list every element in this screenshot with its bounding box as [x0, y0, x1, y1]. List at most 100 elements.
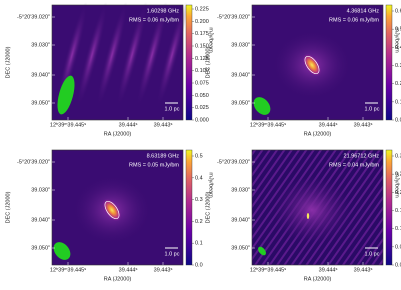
y-axis-label: DEC (J2000)	[5, 46, 11, 78]
x-tick-label: 39.443ˢ	[354, 122, 373, 128]
y-tick-label: 39.050″	[31, 100, 50, 106]
colorbar-tick-label: 0.3	[395, 63, 401, 69]
source	[102, 198, 122, 222]
colorbar-tick-label: 0.00	[395, 262, 401, 268]
beam	[53, 242, 71, 260]
contour	[104, 200, 120, 220]
panel: 1.60298 GHz RMS = 0.06 mJy/bm 1.0 pc -5°20′…	[5, 1, 214, 137]
scalebar-label: 1.0 pc	[165, 251, 180, 257]
colorbar-tick-label: 0.0	[395, 117, 401, 123]
colorbar-tick-label: 0.200	[195, 19, 209, 25]
x-axis-label: RA (J2000)	[104, 276, 132, 282]
image-frame	[251, 149, 384, 266]
colorbar-tick-label: 0.5	[395, 27, 401, 33]
panel: 8.63189 GHz RMS = 0.05 mJy/bm 1.0 pc -5°20′…	[5, 149, 214, 282]
y-axis-label: DEC (J2000)	[205, 46, 211, 78]
colorbar-tick-label: 0.25	[395, 172, 401, 178]
colorbar-tick-label: 0.125	[195, 56, 209, 62]
emission-streak	[76, 1, 108, 109]
colorbar	[385, 4, 393, 121]
y-tick-label: -5°20′39.020″	[217, 14, 250, 20]
frequency: 21.96712 GHz	[344, 153, 380, 159]
frequency: 4.36814 GHz	[347, 8, 380, 14]
colorbar-label: mJy/beam	[208, 27, 214, 53]
y-tick-label: -5°20′39.020″	[217, 159, 250, 165]
x-tick-label: 39.443ˢ	[354, 267, 373, 273]
y-tick-label: 39.050″	[31, 245, 50, 251]
colorbar-tick-label: 0.30	[395, 153, 401, 159]
scalebar-label: 1.0 pc	[165, 106, 180, 112]
y-tick-label: 39.030″	[31, 187, 50, 193]
rms: RMS = 0.06 mJy/bm	[129, 17, 179, 23]
colorbar-label: mJy/beam	[208, 172, 214, 198]
contour	[304, 55, 320, 75]
image-frame	[51, 149, 184, 266]
rms: RMS = 0.06 mJy/bm	[329, 17, 379, 23]
colorbar-tick-label: 0.1	[195, 241, 203, 247]
colorbar-label: mJy/beam	[394, 172, 400, 198]
rms: RMS = 0.04 mJy/bm	[329, 162, 379, 168]
y-tick-label: 39.030″	[31, 42, 50, 48]
x-tick-label: 39.444ˢ	[119, 267, 138, 273]
source	[306, 213, 310, 219]
colorbar	[385, 149, 393, 266]
colorbar-tick-label: 0.05	[395, 244, 401, 250]
image-frame	[251, 4, 384, 121]
scalebar-label: 1.0 pc	[365, 251, 380, 257]
y-tick-label: 39.050″	[231, 245, 250, 251]
frequency: 8.63189 GHz	[147, 153, 180, 159]
colorbar-tick-label: 0.5	[195, 153, 203, 159]
emission-haze	[272, 175, 352, 245]
y-tick-label: 39.030″	[231, 187, 250, 193]
colorbar	[185, 149, 193, 266]
emission-streak	[116, 1, 148, 109]
colorbar	[185, 4, 193, 121]
colorbar-tick-label: 0.15	[395, 208, 401, 214]
rms: RMS = 0.05 mJy/bm	[129, 162, 179, 168]
colorbar-tick-label: 0.175	[195, 31, 209, 37]
x-tick-label: 39.443ˢ	[154, 267, 173, 273]
x-tick-label: 12ʰ39ᵐ39.445ˢ	[250, 121, 286, 128]
x-tick-label: 12ʰ39ᵐ39.445ˢ	[50, 121, 86, 128]
beam	[57, 75, 75, 115]
colorbar-tick-label: 0.20	[395, 190, 401, 196]
image-frame	[51, 4, 184, 121]
x-axis-label: RA (J2000)	[304, 131, 332, 137]
y-tick-label: 39.040″	[31, 217, 50, 223]
y-tick-label: -5°20′39.020″	[17, 14, 50, 20]
x-axis-label: RA (J2000)	[104, 131, 132, 137]
y-tick-label: 39.040″	[31, 72, 50, 78]
colorbar-tick-label: 0.0	[195, 262, 203, 268]
y-tick-label: 39.040″	[231, 217, 250, 223]
beam	[253, 97, 271, 115]
y-tick-label: 39.040″	[231, 72, 250, 78]
panel: 21.96712 GHz RMS = 0.04 mJy/bm 1.0 pc -5°20…	[205, 149, 401, 282]
colorbar-tick-label: 0.2	[395, 81, 401, 87]
colorbar-tick-label: 0.075	[195, 80, 209, 86]
emission-streak	[96, 1, 128, 109]
colorbar-tick-label: 0.100	[195, 68, 209, 74]
source	[302, 53, 322, 77]
colorbar-tick-label: 0.10	[395, 226, 401, 232]
panel: 4.36814 GHz RMS = 0.06 mJy/bm 1.0 pc -5°20′…	[205, 4, 401, 137]
x-tick-label: 39.444ˢ	[119, 122, 138, 128]
colorbar-tick-label: 0.4	[395, 45, 401, 51]
scalebar-label: 1.0 pc	[365, 106, 380, 112]
colorbar-tick-label: 0.050	[195, 93, 209, 99]
colorbar-tick-label: 0.3	[195, 197, 203, 203]
x-tick-label: 39.444ˢ	[319, 267, 338, 273]
x-tick-label: 39.444ˢ	[319, 122, 338, 128]
frequency: 1.60298 GHz	[147, 8, 180, 14]
colorbar-label: mJy/beam	[394, 27, 400, 53]
y-tick-label: 39.030″	[231, 42, 250, 48]
emission-streak	[156, 1, 188, 109]
y-tick-label: -5°20′39.020″	[17, 159, 50, 165]
x-tick-label: 12ʰ39ᵐ39.445ˢ	[50, 266, 86, 273]
x-tick-label: 39.443ˢ	[154, 122, 173, 128]
colorbar-tick-label: 0.025	[195, 105, 209, 111]
colorbar-tick-label: 0.6	[395, 8, 401, 14]
colorbar-tick-label: 0.000	[195, 117, 209, 123]
colorbar-tick-label: 0.150	[195, 43, 209, 49]
colorbar-tick-label: 0.225	[195, 6, 209, 12]
